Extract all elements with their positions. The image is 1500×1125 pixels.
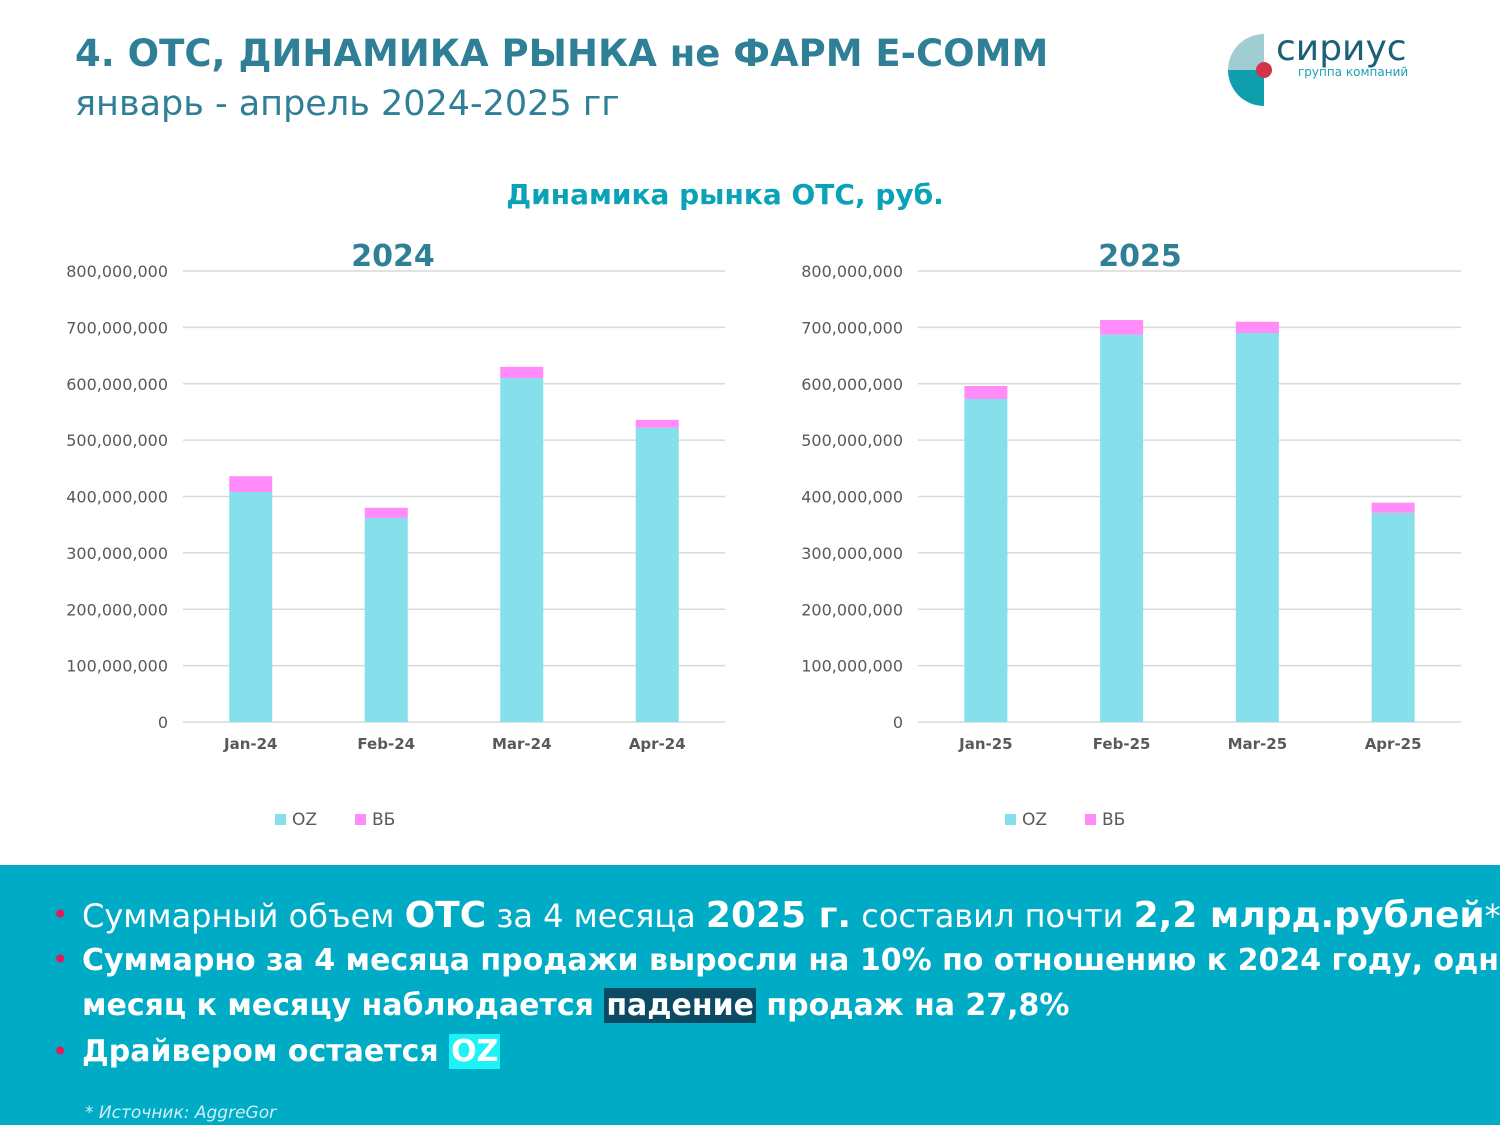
legend-swatch xyxy=(1085,814,1096,825)
bar-вб xyxy=(1371,502,1415,513)
slide-subtitle: январь - апрель 2024-2025 гг xyxy=(75,84,620,124)
bar-oz xyxy=(1100,334,1144,722)
legend-label: ВБ xyxy=(1102,810,1125,830)
charts: 2024 0 100,000,000 200,000,000 300,000,000 40… xyxy=(66,239,1461,830)
bullet-3: Драйвером остается OZ xyxy=(82,1034,501,1069)
y-tick-label: 600,000,000 xyxy=(801,375,903,394)
x-tick-label: Feb-24 xyxy=(357,735,415,753)
logo-name: сириус xyxy=(1276,30,1407,69)
y-tick-label: 300,000,000 xyxy=(801,544,903,563)
y-tick-label: 500,000,000 xyxy=(801,431,903,450)
x-tick-label: Mar-25 xyxy=(1228,735,1288,753)
panel-title: 2025 xyxy=(1098,239,1182,274)
y-tick-label: 300,000,000 xyxy=(66,544,168,563)
legend-swatch xyxy=(275,814,286,825)
y-tick-label: 400,000,000 xyxy=(66,488,168,507)
legend-label: ВБ xyxy=(372,810,395,830)
bar-вб xyxy=(500,366,544,379)
slide-title: 4. ОТС, ДИНАМИКА РЫНКА не ФАРМ Е-COMM xyxy=(75,32,1049,75)
bar-вб xyxy=(635,419,679,428)
x-tick-label: Apr-25 xyxy=(1365,735,1422,753)
bar-вб xyxy=(964,386,1008,399)
bar-oz xyxy=(1235,333,1279,722)
panel-title: 2024 xyxy=(351,239,435,274)
y-tick-label: 200,000,000 xyxy=(801,600,903,619)
y-tick-label: 0 xyxy=(158,713,168,732)
chart-supertitle: Динамика рынка ОТС, руб. xyxy=(506,178,944,211)
bar-вб xyxy=(1100,320,1144,335)
bullet-2a: Суммарно за 4 месяца продажи выросли на … xyxy=(82,943,1500,978)
y-tick-label: 500,000,000 xyxy=(66,431,168,450)
bar-вб xyxy=(229,476,273,492)
legend-label: OZ xyxy=(1022,810,1047,830)
x-tick-label: Feb-25 xyxy=(1093,735,1151,753)
sirius-logo: сириус группа компаний xyxy=(1228,30,1408,106)
x-tick-label: Jan-24 xyxy=(223,735,277,753)
bar-oz xyxy=(1371,512,1415,722)
y-tick-label: 800,000,000 xyxy=(801,262,903,281)
y-tick-label: 0 xyxy=(893,713,903,732)
bullet-dot: • xyxy=(52,943,69,976)
x-tick-label: Apr-24 xyxy=(629,735,686,753)
y-tick-label: 600,000,000 xyxy=(66,375,168,394)
y-tick-label: 400,000,000 xyxy=(801,488,903,507)
x-tick-label: Mar-24 xyxy=(492,735,552,753)
legend-swatch xyxy=(1005,814,1016,825)
x-tick-label: Jan-25 xyxy=(958,735,1012,753)
bullet-dot: • xyxy=(52,898,69,931)
summary-band: • Суммарный объем ОТС за 4 месяца 2025 г… xyxy=(0,865,1500,1125)
legend-swatch xyxy=(355,814,366,825)
y-tick-label: 100,000,000 xyxy=(66,657,168,676)
y-tick-label: 800,000,000 xyxy=(66,262,168,281)
bar-вб xyxy=(1235,321,1279,334)
y-tick-label: 100,000,000 xyxy=(801,657,903,676)
bar-oz xyxy=(964,398,1008,722)
source-note: * Источник: AggreGor xyxy=(85,1103,277,1123)
bullet-2b: месяц к месяцу наблюдается падение прода… xyxy=(82,988,1070,1023)
y-tick-label: 700,000,000 xyxy=(66,318,168,337)
bullet-1: Суммарный объем ОТС за 4 месяца 2025 г. … xyxy=(82,895,1500,936)
bar-oz xyxy=(500,378,544,722)
bullet-dot: • xyxy=(52,1035,69,1068)
legend-label: OZ xyxy=(292,810,317,830)
y-tick-label: 200,000,000 xyxy=(66,600,168,619)
y-tick-label: 700,000,000 xyxy=(801,318,903,337)
bar-oz xyxy=(364,517,408,722)
bar-oz xyxy=(229,491,273,722)
bar-oz xyxy=(635,427,679,722)
bar-вб xyxy=(364,507,408,518)
logo-tagline: группа компаний xyxy=(1298,65,1408,79)
